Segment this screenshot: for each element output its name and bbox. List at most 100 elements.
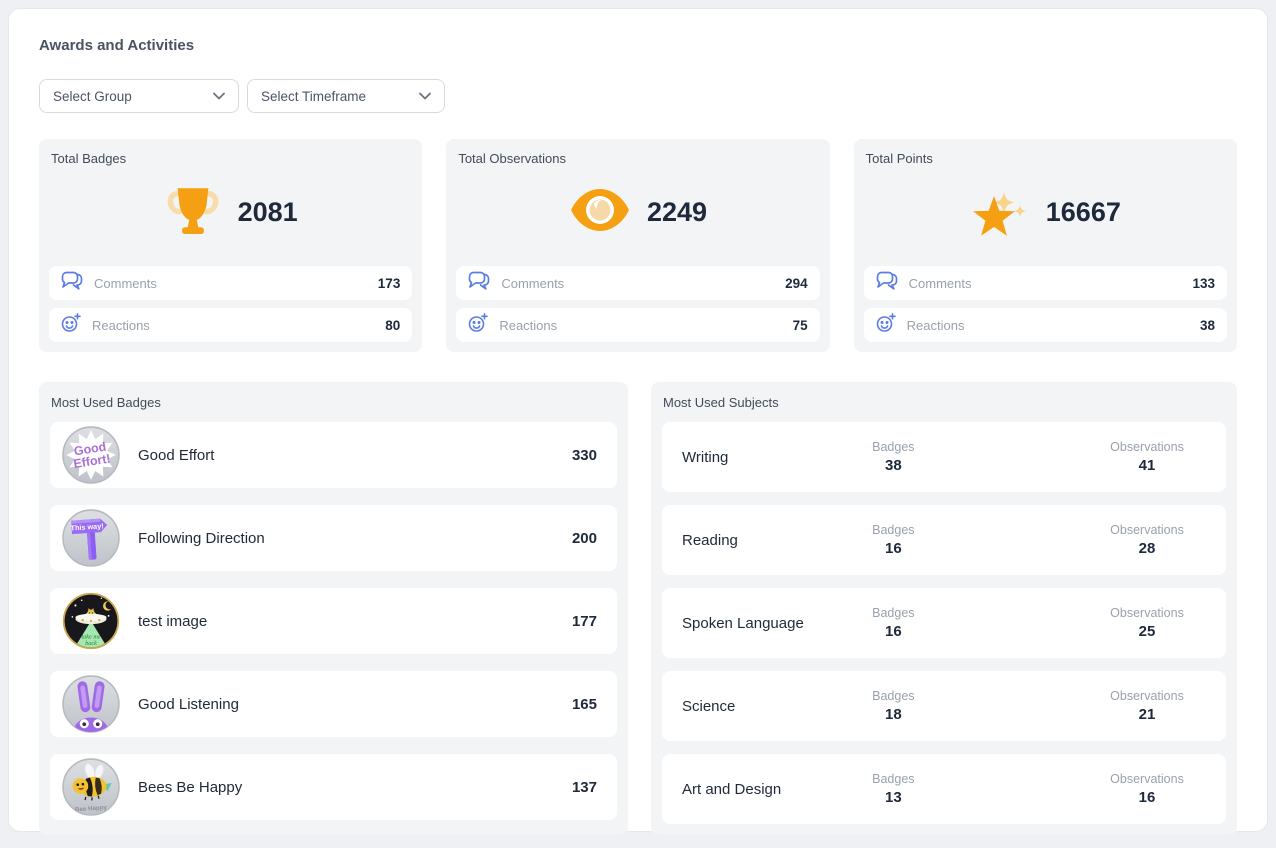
reactions-count: 80 (385, 317, 401, 333)
observations-label: Observations (1110, 523, 1184, 537)
badges-label: Badges (872, 606, 915, 620)
reactions-row: Reactions 38 (863, 308, 1227, 342)
subject-badges-col: Badges 18 (833, 689, 953, 723)
trophy-icon (164, 181, 222, 244)
subject-name: Art and Design (682, 780, 782, 798)
stat-label: Total Badges (51, 151, 127, 166)
comments-row: Comments 294 (456, 266, 820, 300)
badges-label: Badges (872, 440, 915, 454)
subject-observations-col: Observations 16 (1082, 772, 1212, 806)
bee-badge-icon (62, 758, 120, 816)
eye-icon (569, 187, 631, 238)
subject-observations-col: Observations 28 (1082, 523, 1212, 557)
subject-badges-col: Badges 16 (833, 523, 953, 557)
subject-observations-col: Observations 21 (1082, 689, 1212, 723)
stat-label: Total Observations (458, 151, 566, 166)
subject-badges-col: Badges 38 (833, 440, 953, 474)
badges-count: 38 (885, 457, 902, 474)
stat-label: Total Points (865, 151, 933, 166)
badge-row: Good Listening 165 (50, 671, 617, 737)
panel-title: Most Used Subjects (663, 395, 779, 410)
chevron-down-icon (213, 92, 225, 100)
observations-label: Observations (1110, 440, 1184, 454)
this-way-signpost-badge-icon (62, 509, 120, 567)
filters-row: Select Group Select Timeframe (39, 79, 1237, 113)
timeframe-select[interactable]: Select Timeframe (247, 79, 445, 113)
badges-count: 13 (885, 789, 902, 806)
most-used-badges-panel: Most Used Badges Good Effort 330 Followi… (39, 382, 628, 835)
stat-value: 2249 (646, 196, 708, 227)
badges-label: Badges (872, 772, 915, 786)
badges-count: 18 (885, 706, 902, 723)
star-sparkles-icon (970, 182, 1030, 243)
badges-count: 16 (885, 623, 902, 640)
badge-row: test image 177 (50, 588, 617, 654)
reactions-label: Reactions (906, 317, 965, 333)
comments-row: Comments 173 (49, 266, 413, 300)
badge-name: Following Direction (138, 529, 265, 547)
panel-title: Most Used Badges (51, 395, 161, 410)
bunny-ears-badge-icon (62, 675, 120, 733)
reactions-icon (876, 312, 897, 338)
reactions-count: 38 (1199, 317, 1215, 333)
ufo-cat-badge-icon (62, 592, 120, 650)
reactions-icon (468, 312, 489, 338)
reactions-row: Reactions 75 (456, 308, 820, 342)
badge-count: 200 (571, 529, 597, 547)
observations-count: 21 (1138, 706, 1156, 723)
badges-label: Badges (872, 523, 915, 537)
subject-name: Reading (682, 531, 738, 549)
comments-row: Comments 133 (863, 266, 1227, 300)
observations-label: Observations (1110, 606, 1184, 620)
stat-value: 2081 (237, 196, 298, 227)
badge-row: Bees Be Happy 137 (50, 754, 617, 820)
subject-name: Spoken Language (682, 614, 804, 632)
timeframe-select-value: Select Timeframe (261, 88, 367, 104)
reactions-label: Reactions (92, 317, 150, 333)
comments-icon (61, 271, 84, 296)
badge-row: Following Direction 200 (50, 505, 617, 571)
group-select-value: Select Group (53, 88, 132, 104)
badge-count: 137 (571, 778, 597, 796)
observations-label: Observations (1110, 689, 1184, 703)
subject-name: Writing (682, 448, 729, 466)
comments-label: Comments (908, 275, 972, 291)
chevron-down-icon (419, 92, 431, 100)
group-select[interactable]: Select Group (39, 79, 239, 113)
reactions-row: Reactions 80 (49, 308, 413, 342)
total-badges-card: Total Badges 2081 Comments 173 Reactions… (39, 139, 423, 352)
badge-count: 177 (571, 612, 597, 630)
reactions-icon (61, 312, 82, 338)
badges-label: Badges (872, 689, 915, 703)
subject-row: Science Badges 18 Observations 21 (662, 671, 1226, 741)
comments-label: Comments (94, 275, 157, 291)
stat-value: 16667 (1045, 196, 1121, 227)
observations-count: 41 (1138, 457, 1156, 474)
subject-row: Art and Design Badges 13 Observations 16 (662, 754, 1226, 824)
observations-count: 25 (1138, 623, 1156, 640)
bottom-panels: Most Used Badges Good Effort 330 Followi… (39, 382, 1237, 835)
awards-activities-panel: Awards and Activities Select Group Selec… (8, 8, 1268, 835)
comments-count: 133 (1192, 275, 1215, 291)
badge-count: 330 (571, 446, 597, 464)
subject-row: Writing Badges 38 Observations 41 (662, 422, 1226, 492)
badge-name: test image (138, 612, 208, 630)
comments-count: 294 (785, 275, 808, 291)
reactions-label: Reactions (499, 317, 558, 333)
comments-icon (876, 271, 899, 296)
badges-count: 16 (885, 540, 902, 557)
page-title: Awards and Activities (39, 37, 195, 54)
observations-label: Observations (1110, 772, 1184, 786)
subject-name: Science (682, 697, 736, 715)
good-effort-badge-icon (62, 426, 120, 484)
reactions-count: 75 (792, 317, 808, 333)
badge-name: Bees Be Happy (138, 778, 243, 796)
comments-icon (468, 271, 491, 296)
comments-label: Comments (501, 275, 565, 291)
badge-name: Good Listening (138, 695, 239, 713)
observations-count: 28 (1138, 540, 1156, 557)
comments-count: 173 (377, 275, 401, 291)
total-points-card: Total Points 16667 Comments 133 Reaction… (853, 139, 1237, 352)
subject-observations-col: Observations 25 (1082, 606, 1212, 640)
stats-row: Total Badges 2081 Comments 173 Reactions… (39, 139, 1237, 352)
